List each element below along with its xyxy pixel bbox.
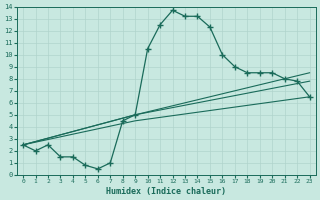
X-axis label: Humidex (Indice chaleur): Humidex (Indice chaleur) — [106, 187, 226, 196]
